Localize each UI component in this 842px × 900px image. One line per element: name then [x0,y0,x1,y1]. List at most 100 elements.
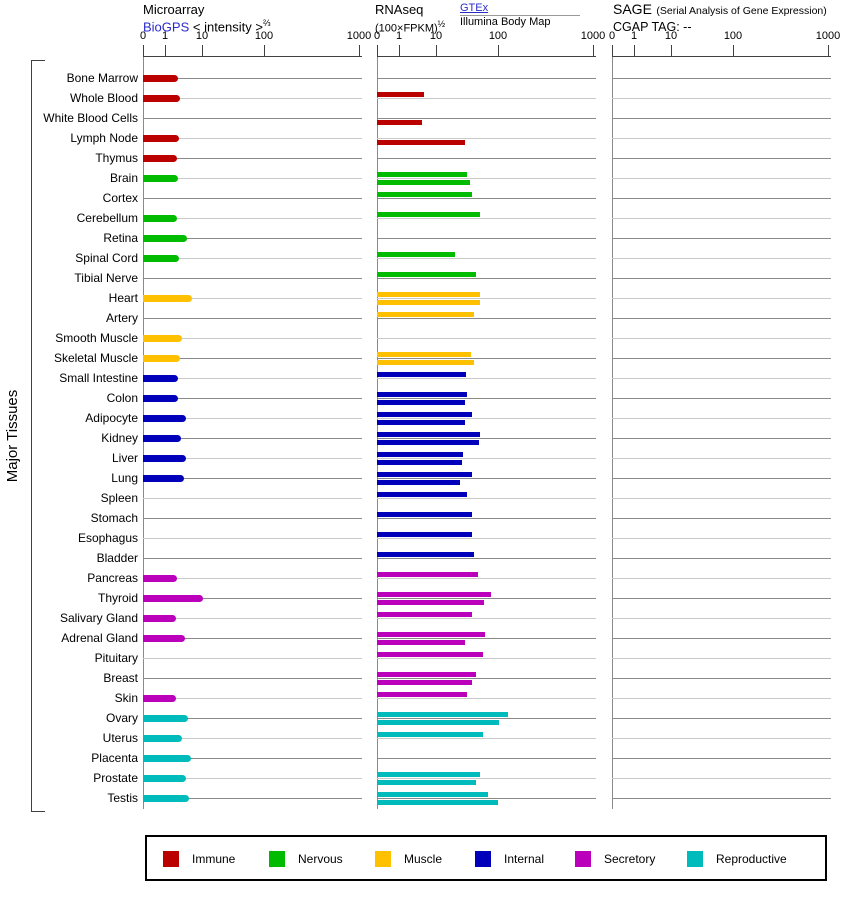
sage-axis-tick-label: 100 [723,30,743,42]
row-line-kidney [612,438,831,439]
legend-label-reproductive: Reproductive [716,852,787,866]
row-line-small-intestine [377,378,596,379]
tissue-label-esophagus: Esophagus [77,531,138,545]
row-line-adipocyte [612,418,831,419]
row-line-pituitary [143,658,362,659]
row-line-pituitary [612,658,831,659]
legend-label-secretory: Secretory [604,852,656,866]
row-line-thyroid [143,598,362,599]
microarray-bar-ovary [143,715,189,722]
row-line-pancreas [143,578,362,579]
rnaseq-illumina-bar-adipocyte [377,420,465,425]
rnaseq-gtex-bar-spleen [377,492,468,497]
row-line-stomach [143,518,362,519]
row-line-cerebellum [612,218,831,219]
row-line-skeletal-muscle [377,358,596,359]
rnaseq-illumina-bar-prostate [377,780,476,785]
row-line-ovary [377,718,596,719]
tissue-label-whole-blood: Whole Blood [69,91,138,105]
rnaseq-gtex-bar-salivary-gland [377,612,472,617]
row-line-esophagus [377,538,596,539]
row-line-brain [612,178,831,179]
rnaseq-illumina-bar-colon [377,400,465,405]
microarray-bar-heart [143,295,193,302]
tissue-label-white-blood-cells: White Blood Cells [43,111,138,125]
microarray-bar-testis [143,795,189,802]
row-line-brain [377,178,596,179]
biogps-link[interactable]: BioGPS [143,19,190,35]
row-line-lung [377,478,596,479]
row-line-placenta [377,758,596,759]
row-line-artery [143,318,362,319]
row-line-retina [377,238,596,239]
row-line-tibial-nerve [143,278,362,279]
row-line-thyroid [612,598,831,599]
rnaseq-gtex-bar-stomach [377,512,472,517]
row-line-adipocyte [143,418,362,419]
gtex-link[interactable]: GTEx [460,2,489,14]
tissue-label-smooth-muscle: Smooth Muscle [55,331,138,345]
tissue-label-artery: Artery [105,311,138,325]
sage-axis-tick [612,45,613,57]
tissues-bracket [31,60,32,812]
tissue-label-retina: Retina [103,231,138,245]
sage-tag-line: CGAP TAG: -- [613,20,692,34]
micro-axis-tick-label: 0 [139,30,147,42]
row-line-kidney [143,438,362,439]
rna-axis-tick [593,45,594,57]
row-line-skeletal-muscle [612,358,831,359]
microarray-bar-skin [143,695,177,702]
row-line-pancreas [377,578,596,579]
rnaseq-gtex-bar-adrenal-gland [377,632,485,637]
row-line-spleen [143,498,362,499]
row-line-liver [377,458,596,459]
sage-axis-tick [828,45,829,57]
tissue-label-stomach: Stomach [90,511,138,525]
microarray-bar-retina [143,235,187,242]
row-line-salivary-gland [612,618,831,619]
legend-label-muscle: Muscle [404,852,443,866]
row-line-placenta [612,758,831,759]
microarray-bar-skeletal-muscle [143,355,180,362]
rnaseq-gtex-bar-ovary [377,712,508,717]
row-line-artery [612,318,831,319]
rnaseq-gtex-bar-skin [377,692,467,697]
microarray-bar-thymus [143,155,177,162]
rnaseq-gtex-bar-heart [377,292,481,297]
micro-axis-tick [143,45,144,57]
row-line-cortex [143,198,362,199]
tissue-label-breast: Breast [103,671,138,685]
row-line-cortex [377,198,596,199]
tissue-label-cortex: Cortex [102,191,138,205]
row-line-lung [612,478,831,479]
rnaseq-gtex-bar-skeletal-muscle [377,352,471,357]
sage-axis-tick-label: 10 [664,30,678,42]
row-line-smooth-muscle [143,338,362,339]
row-line-uterus [143,738,362,739]
microarray-bar-placenta [143,755,192,762]
row-line-uterus [612,738,831,739]
micro-axis-tick [264,45,265,57]
rnaseq-illumina-bar-kidney [377,440,479,445]
sage-title: SAGE [613,1,652,17]
rnaseq-gtex-bar-breast [377,672,476,677]
intensity-label: < intensity > [192,19,263,35]
microarray-bar-small-intestine [143,375,178,382]
rnaseq-gtex-bar-kidney [377,432,481,437]
sage-axis-tick [671,45,672,57]
micro-axis-baseline [143,56,362,57]
row-line-spleen [612,498,831,499]
row-line-whole-blood [143,98,362,99]
row-line-breast [612,678,831,679]
rnaseq-gtex-bar-tibial-nerve [377,272,476,277]
row-line-bone-marrow [377,78,596,79]
rna-axis-baseline [377,56,596,57]
row-line-brain [143,178,362,179]
row-line-retina [143,238,362,239]
microarray-bar-thyroid [143,595,203,602]
rnaseq-gtex-bar-spinal-cord [377,252,455,257]
microarray-bar-cerebellum [143,215,177,222]
tissues-bracket-top-arm [31,60,45,61]
legend-label-internal: Internal [504,852,545,866]
row-line-colon [612,398,831,399]
